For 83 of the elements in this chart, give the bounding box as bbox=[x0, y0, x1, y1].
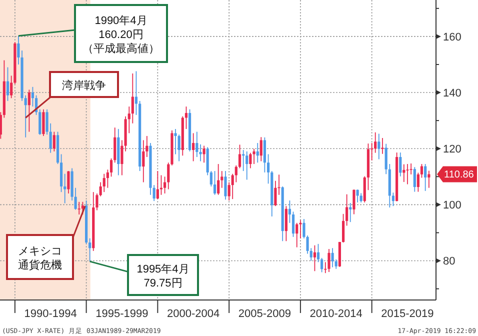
candlestick bbox=[381, 137, 384, 154]
candlestick bbox=[102, 173, 106, 193]
candlestick bbox=[288, 200, 292, 224]
candlestick bbox=[28, 89, 30, 132]
annotation: 110.86 bbox=[444, 170, 474, 181]
candlestick bbox=[52, 131, 56, 152]
candlestick bbox=[331, 248, 334, 268]
candlestick bbox=[263, 136, 266, 173]
candlestick bbox=[392, 192, 394, 207]
annotation: 湾岸戦争 bbox=[62, 79, 106, 92]
candlestick bbox=[342, 213, 345, 243]
candlestick bbox=[78, 201, 80, 215]
candlestick bbox=[163, 176, 166, 194]
candlestick bbox=[346, 194, 348, 226]
candlestick bbox=[31, 86, 34, 107]
candlestick bbox=[249, 152, 252, 169]
candlestick bbox=[217, 164, 220, 196]
last-price: 110.86 bbox=[437, 166, 477, 182]
candlestick bbox=[38, 108, 42, 136]
y-tick-label: 120 bbox=[443, 144, 462, 156]
candlestick bbox=[274, 180, 277, 207]
candlestick bbox=[356, 189, 359, 203]
candlestick bbox=[378, 133, 380, 160]
candlestick bbox=[428, 170, 430, 188]
candlestick bbox=[352, 189, 356, 215]
candlestick bbox=[42, 108, 45, 136]
candlestick bbox=[184, 106, 188, 130]
candlestick bbox=[60, 154, 63, 193]
candlestick bbox=[192, 132, 195, 162]
candlestick bbox=[134, 70, 138, 116]
candlestick bbox=[406, 164, 409, 185]
candlestick bbox=[238, 144, 242, 169]
candlestick bbox=[416, 172, 420, 192]
candlestick bbox=[6, 66, 10, 102]
candlestick bbox=[296, 222, 298, 248]
candlestick bbox=[178, 134, 180, 162]
annotation: 1990年4月160.20円（平成最高値） bbox=[82, 15, 160, 55]
candlestick bbox=[114, 127, 116, 164]
candlestick bbox=[160, 174, 163, 196]
candlestick bbox=[256, 142, 259, 164]
x-tick-label: 2015-2019 bbox=[381, 308, 434, 320]
candlestick bbox=[349, 202, 352, 223]
y-tick-label: 80 bbox=[443, 256, 456, 268]
candlestick bbox=[202, 145, 206, 164]
candlestick bbox=[360, 192, 362, 203]
candlestick bbox=[224, 170, 227, 200]
annotation: メキシコ通貨危機 bbox=[18, 246, 62, 272]
candlestick bbox=[399, 152, 402, 177]
x-tick-label: 2000-2004 bbox=[167, 308, 220, 320]
candlestick bbox=[420, 164, 424, 178]
candlestick bbox=[67, 170, 70, 194]
candlestick bbox=[64, 173, 66, 204]
y-tick-label: 160 bbox=[443, 31, 462, 44]
candlestick bbox=[142, 140, 145, 183]
candlestick bbox=[292, 211, 295, 238]
candlestick bbox=[260, 136, 262, 162]
candlestick bbox=[320, 257, 324, 273]
candlestick bbox=[213, 170, 216, 196]
x-tick-label: 1990-1994 bbox=[24, 308, 77, 320]
candlestick bbox=[242, 150, 245, 172]
candlestick bbox=[252, 148, 256, 164]
candlestick bbox=[316, 243, 320, 263]
candlestick bbox=[246, 150, 248, 180]
x-tick-label: 1995-1999 bbox=[96, 308, 148, 320]
y-tick-label: 140 bbox=[443, 88, 462, 100]
candlestick bbox=[156, 170, 159, 200]
candlestick bbox=[110, 158, 113, 178]
candlestick bbox=[413, 166, 416, 192]
candlestick bbox=[131, 73, 134, 124]
y-tick-label: 100 bbox=[443, 200, 462, 212]
candlestick bbox=[196, 131, 198, 158]
candlestick bbox=[313, 244, 316, 272]
x-tick-label: 2010-2014 bbox=[310, 308, 362, 320]
candlestick bbox=[328, 248, 330, 272]
candlestick bbox=[424, 164, 427, 192]
candlestick bbox=[284, 206, 288, 242]
candlestick bbox=[234, 164, 238, 183]
candlestick bbox=[266, 154, 270, 184]
candlestick bbox=[363, 176, 366, 203]
candlestick bbox=[106, 169, 109, 188]
annotation: 1995年4月79.75円 bbox=[136, 264, 190, 290]
x-tick-label: 2005-2009 bbox=[238, 308, 291, 320]
candlestick bbox=[410, 163, 412, 175]
